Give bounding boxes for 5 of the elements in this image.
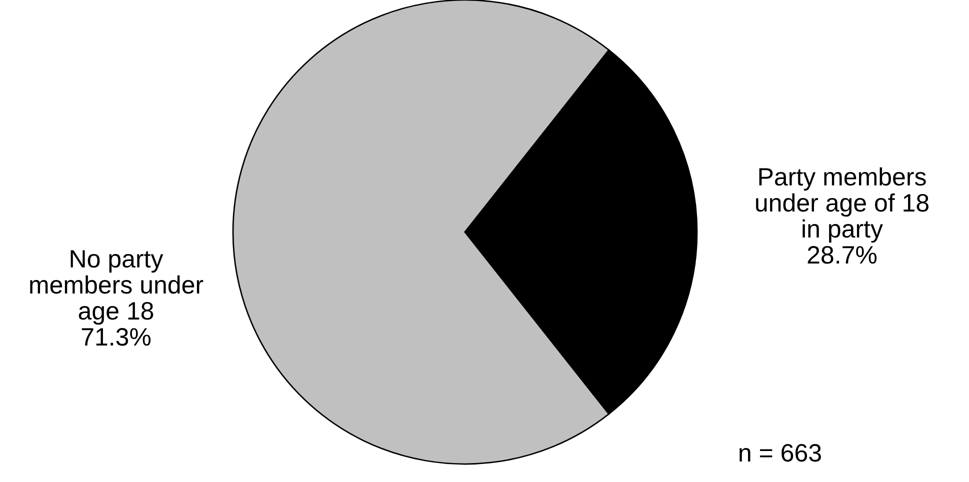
data-label: 28.7% bbox=[808, 246, 877, 264]
text: n = 663 bbox=[740, 444, 821, 462]
slice-label: Party members under age of 18 in party bbox=[756, 167, 928, 243]
data-label: 71.3% bbox=[82, 328, 151, 346]
slice-label: No party members under age 18 bbox=[30, 250, 204, 325]
